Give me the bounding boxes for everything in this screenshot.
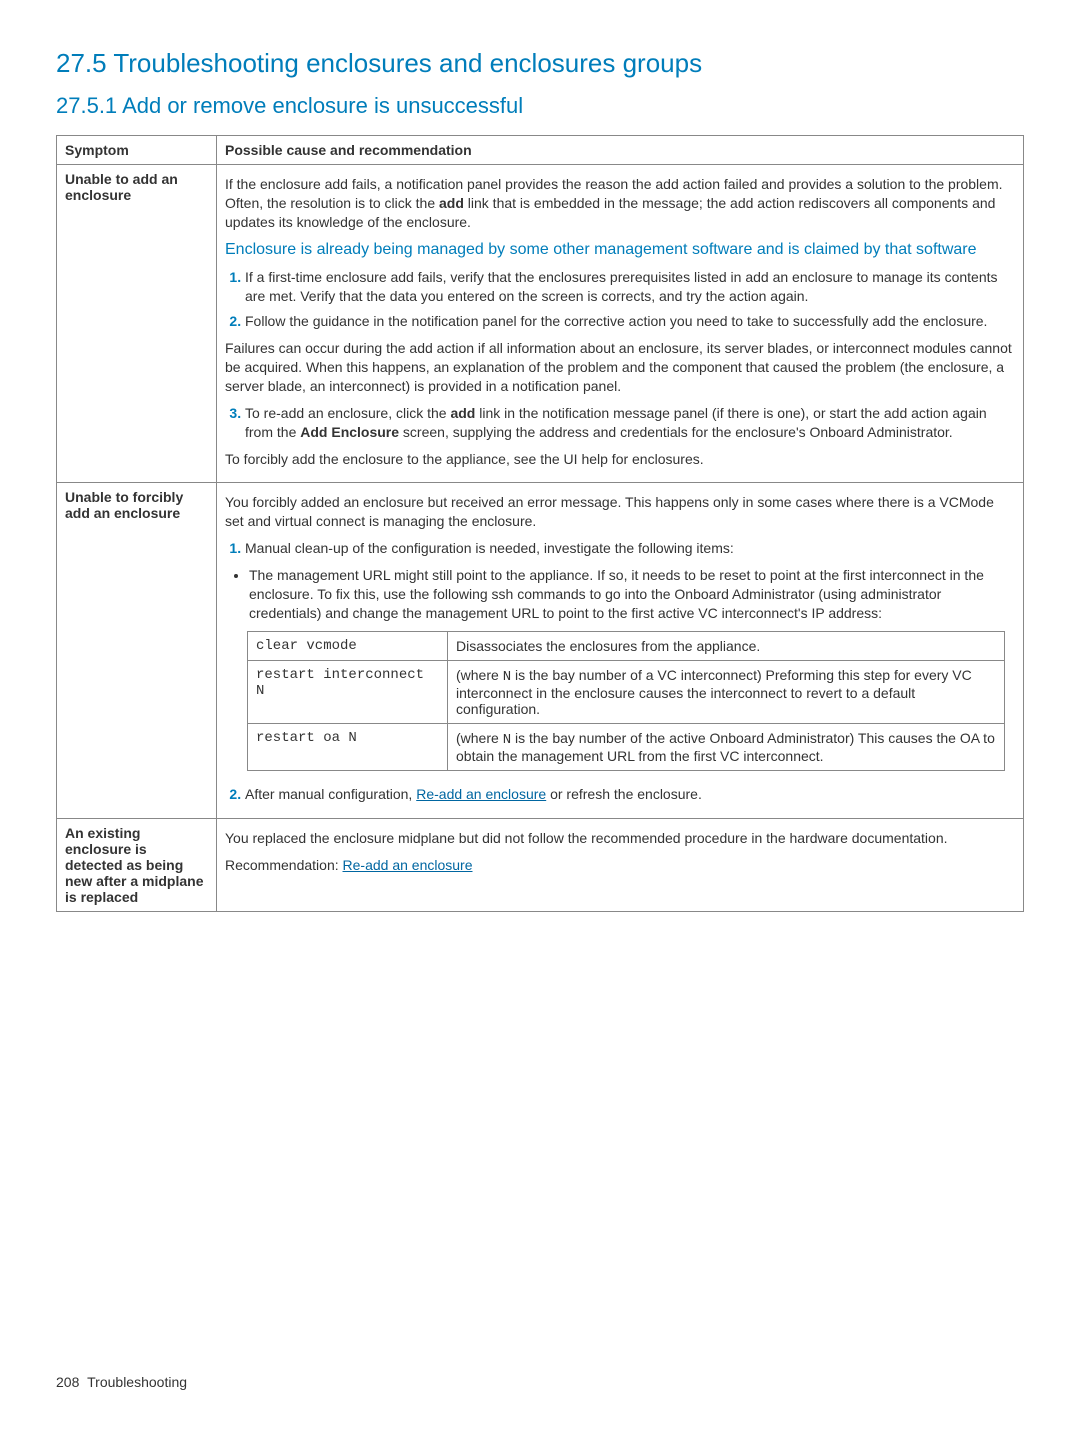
bullet-list: The management URL might still point to … — [225, 566, 1015, 623]
header-recommendation: Possible cause and recommendation — [217, 136, 1024, 165]
readd-enclosure-link[interactable]: Re-add an enclosure — [343, 857, 473, 873]
ordered-list: If a first-time enclosure add fails, ver… — [225, 268, 1015, 331]
symptom-cell: Unable to forcibly add an enclosure — [57, 483, 217, 818]
header-symptom: Symptom — [57, 136, 217, 165]
list-item: The management URL might still point to … — [249, 566, 1015, 623]
text: or refresh the enclosure. — [546, 786, 702, 802]
list-item: To re-add an enclosure, click the add li… — [245, 404, 1015, 442]
text: Recommendation: — [225, 857, 343, 873]
list-item: Manual clean-up of the configuration is … — [245, 539, 1015, 558]
table-row: An existing enclosure is detected as bei… — [57, 818, 1024, 911]
text: is the bay number of the active Onboard … — [456, 730, 995, 764]
description-cell: (where N is the bay number of the active… — [448, 723, 1005, 770]
list-item: If a first-time enclosure add fails, ver… — [245, 268, 1015, 306]
footer-section: Troubleshooting — [87, 1374, 187, 1390]
paragraph: If the enclosure add fails, a notificati… — [225, 175, 1015, 232]
mono-text: N — [503, 732, 511, 748]
paragraph: Recommendation: Re-add an enclosure — [225, 856, 1015, 875]
recommendation-cell: You forcibly added an enclosure but rece… — [217, 483, 1024, 818]
text: After manual configuration, — [245, 786, 416, 802]
paragraph: Failures can occur during the add action… — [225, 339, 1015, 396]
text: To re-add an enclosure, click the — [245, 405, 450, 421]
recommendation-cell: If the enclosure add fails, a notificati… — [217, 165, 1024, 483]
ordered-list: Manual clean-up of the configuration is … — [225, 539, 1015, 558]
list-item: Follow the guidance in the notification … — [245, 312, 1015, 331]
text: (where — [456, 730, 503, 746]
bold-text: add — [439, 195, 464, 211]
list-item: After manual configuration, Re-add an en… — [245, 785, 1015, 804]
bold-text: add — [450, 405, 475, 421]
page-footer: 208 Troubleshooting — [56, 1374, 187, 1390]
commands-table: clear vcmode Disassociates the enclosure… — [247, 631, 1005, 771]
paragraph: You replaced the enclosure midplane but … — [225, 829, 1015, 848]
description-cell: Disassociates the enclosures from the ap… — [448, 631, 1005, 660]
table-row: Unable to forcibly add an enclosure You … — [57, 483, 1024, 818]
table-row: clear vcmode Disassociates the enclosure… — [248, 631, 1005, 660]
paragraph: You forcibly added an enclosure but rece… — [225, 493, 1015, 531]
command-cell: restart oa N — [248, 723, 448, 770]
symptom-cell: An existing enclosure is detected as bei… — [57, 818, 217, 911]
table-row: restart oa N (where N is the bay number … — [248, 723, 1005, 770]
page-number: 208 — [56, 1374, 79, 1390]
table-row: Unable to add an enclosure If the enclos… — [57, 165, 1024, 483]
bold-text: Add Enclosure — [300, 424, 399, 440]
subsection-heading: 27.5.1 Add or remove enclosure is unsucc… — [56, 93, 1024, 119]
command-cell: clear vcmode — [248, 631, 448, 660]
symptom-cell: Unable to add an enclosure — [57, 165, 217, 483]
text: screen, supplying the address and creden… — [399, 424, 953, 440]
text: is the bay number of a VC interconnect) … — [456, 667, 972, 717]
recommendation-cell: You replaced the enclosure midplane but … — [217, 818, 1024, 911]
readd-enclosure-link[interactable]: Re-add an enclosure — [416, 786, 546, 802]
section-heading: 27.5 Troubleshooting enclosures and encl… — [56, 48, 1024, 79]
table-row: restart interconnect N (where N is the b… — [248, 660, 1005, 723]
troubleshooting-table: Symptom Possible cause and recommendatio… — [56, 135, 1024, 912]
ordered-list: After manual configuration, Re-add an en… — [225, 785, 1015, 804]
ordered-list: To re-add an enclosure, click the add li… — [225, 404, 1015, 442]
command-cell: restart interconnect N — [248, 660, 448, 723]
mono-text: N — [503, 669, 511, 685]
description-cell: (where N is the bay number of a VC inter… — [448, 660, 1005, 723]
paragraph: To forcibly add the enclosure to the app… — [225, 450, 1015, 469]
text: (where — [456, 667, 503, 683]
inline-subheading: Enclosure is already being managed by so… — [225, 240, 1015, 261]
